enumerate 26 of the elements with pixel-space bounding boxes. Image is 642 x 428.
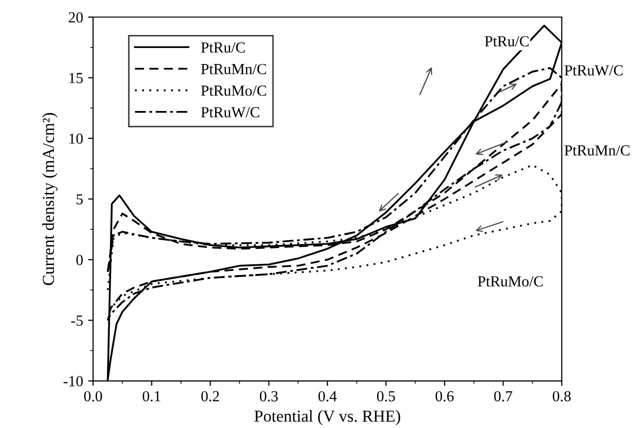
y-tick-label: 5 <box>76 194 83 204</box>
x-tick-label: 0.1 <box>142 391 160 402</box>
y-axis-title: Current density (mA/cm²) <box>42 113 58 286</box>
y-tick-label: 15 <box>69 72 83 84</box>
y-tick-label: 20 <box>68 12 83 23</box>
annotation: PtRu/C <box>484 36 529 46</box>
y-tick-label: -5 <box>71 316 83 326</box>
y-tick-label: 0 <box>76 254 83 266</box>
x-tick-label: 0.7 <box>494 391 512 402</box>
text: PtRuMn/C <box>564 145 630 156</box>
legend-label: PtRuMo/C <box>201 86 266 96</box>
x-tick-label: 0.4 <box>318 391 337 402</box>
x-axis-title: Potential (V vs. RHE) <box>254 410 400 426</box>
x-tick-label: 0.0 <box>84 391 102 402</box>
x-tick-label: 0.5 <box>377 391 395 402</box>
annotation: PtRuMo/C <box>478 276 543 287</box>
legend-label: PtRuMn/C <box>201 64 266 74</box>
text: PtRuW/C <box>564 65 623 76</box>
legend-label: PtRuW/C <box>201 107 260 118</box>
y-tick-label: 10 <box>69 134 83 144</box>
x-tick-label: 0.2 <box>201 391 219 402</box>
x-tick-label: 0.6 <box>436 391 454 402</box>
legend-label: PtRu/C <box>201 42 245 53</box>
x-tick-label: 0.3 <box>260 391 278 402</box>
y-tick-label: -10 <box>64 376 83 386</box>
x-tick-label: 0.8 <box>552 391 571 402</box>
